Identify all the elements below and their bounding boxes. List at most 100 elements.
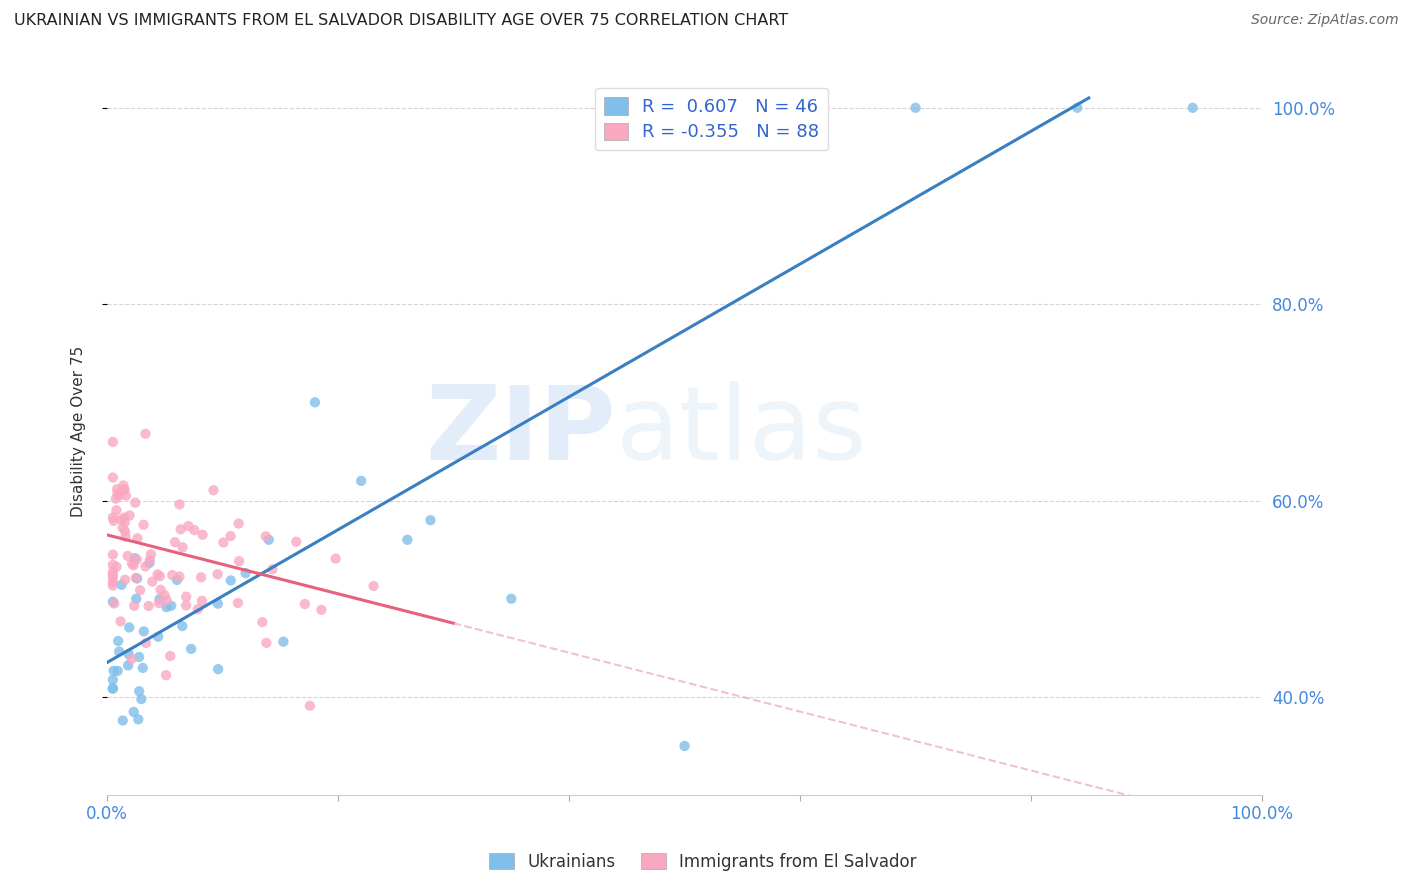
Point [107, 486, 129, 500]
Point [128, 684, 150, 698]
Point [115, 489, 138, 503]
Point [101, 510, 124, 524]
Point [363, 579, 385, 593]
Point [107, 664, 129, 678]
Point [156, 593, 179, 607]
Point [190, 570, 212, 584]
Point [180, 641, 202, 656]
Point [169, 569, 191, 583]
Point [169, 498, 191, 512]
Point [105, 482, 128, 496]
Point [125, 552, 148, 566]
Point [252, 615, 274, 629]
Point [114, 524, 136, 538]
Point [146, 630, 169, 644]
Point [139, 553, 162, 567]
Point [121, 557, 143, 571]
Point [191, 528, 214, 542]
Point [1181, 101, 1204, 115]
Point [112, 483, 135, 497]
Point [219, 529, 242, 543]
Point [350, 474, 373, 488]
Point [170, 522, 193, 536]
Point [127, 712, 149, 726]
Point [101, 548, 124, 562]
Point [125, 591, 148, 606]
Point [153, 588, 176, 602]
Point [191, 594, 214, 608]
Text: ZIP: ZIP [425, 381, 616, 483]
Point [228, 554, 250, 568]
Point [111, 714, 134, 728]
Point [132, 624, 155, 639]
Point [101, 434, 124, 449]
Point [118, 508, 141, 523]
Point [226, 596, 249, 610]
Point [101, 470, 124, 484]
Point [124, 551, 146, 566]
Point [673, 739, 696, 753]
Point [311, 603, 333, 617]
Point [110, 615, 132, 629]
Point [112, 483, 135, 497]
Point [101, 578, 124, 592]
Point [125, 571, 148, 585]
Text: UKRAINIAN VS IMMIGRANTS FROM EL SALVADOR DISABILITY AGE OVER 75 CORRELATION CHAR: UKRAINIAN VS IMMIGRANTS FROM EL SALVADOR… [14, 13, 789, 29]
Point [101, 575, 124, 590]
Point [141, 574, 163, 589]
Point [125, 571, 148, 585]
Point [101, 673, 124, 687]
Point [183, 523, 205, 537]
Point [235, 566, 257, 581]
Point [135, 636, 157, 650]
Point [174, 590, 197, 604]
Point [118, 620, 141, 634]
Point [124, 496, 146, 510]
Point [122, 599, 145, 613]
Point [105, 559, 128, 574]
Point [122, 558, 145, 573]
Point [257, 533, 280, 547]
Point [419, 513, 441, 527]
Point [132, 661, 155, 675]
Point [132, 517, 155, 532]
Point [207, 597, 229, 611]
Point [117, 658, 139, 673]
Point [155, 668, 177, 682]
Point [202, 483, 225, 498]
Point [207, 662, 229, 676]
Point [101, 565, 124, 579]
Point [111, 521, 134, 535]
Point [110, 512, 132, 526]
Point [149, 582, 172, 597]
Point [396, 533, 419, 547]
Point [212, 535, 235, 549]
Point [114, 573, 136, 587]
Point [138, 556, 160, 570]
Point [159, 648, 181, 663]
Point [219, 574, 242, 588]
Point [149, 592, 172, 607]
Y-axis label: Disability Age Over 75: Disability Age Over 75 [72, 346, 86, 517]
Point [131, 692, 153, 706]
Point [122, 705, 145, 719]
Point [228, 516, 250, 531]
Text: atlas: atlas [616, 381, 868, 483]
Point [166, 573, 188, 587]
Point [107, 634, 129, 648]
Point [105, 503, 128, 517]
Point [298, 698, 321, 713]
Point [155, 600, 177, 615]
Point [101, 568, 124, 582]
Point [114, 530, 136, 544]
Point [262, 562, 284, 576]
Point [117, 549, 139, 563]
Point [325, 551, 347, 566]
Point [121, 652, 143, 666]
Point [254, 636, 277, 650]
Point [139, 547, 162, 561]
Text: Source: ZipAtlas.com: Source: ZipAtlas.com [1251, 13, 1399, 28]
Point [128, 649, 150, 664]
Legend: R =  0.607   N = 46, R = -0.355   N = 88: R = 0.607 N = 46, R = -0.355 N = 88 [595, 88, 828, 151]
Legend: Ukrainians, Immigrants from El Salvador: Ukrainians, Immigrants from El Salvador [481, 845, 925, 880]
